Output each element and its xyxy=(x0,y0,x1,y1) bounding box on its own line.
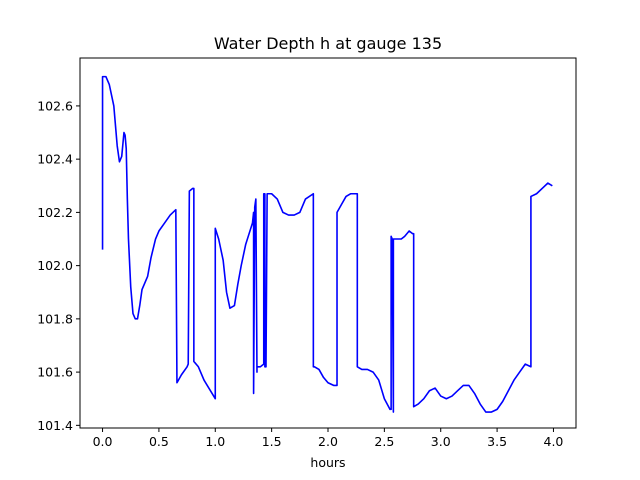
chart-title: Water Depth h at gauge 135 xyxy=(214,34,442,53)
y-tick-label: 101.4 xyxy=(37,418,73,433)
x-tick-label: 1.5 xyxy=(262,434,282,449)
y-tick-label: 102.6 xyxy=(37,98,73,113)
x-tick-label: 1.0 xyxy=(205,434,225,449)
x-tick-label: 4.0 xyxy=(544,434,564,449)
x-axis-label: hours xyxy=(310,455,345,470)
y-tick-label: 102.2 xyxy=(37,205,73,220)
y-tick-label: 101.6 xyxy=(37,365,73,380)
x-tick-label: 0.5 xyxy=(149,434,169,449)
x-tick-label: 3.5 xyxy=(487,434,507,449)
x-axis: 0.0 0.5 1.0 1.5 2.0 2.5 3.0 3.5 4.0 xyxy=(93,428,564,449)
x-tick-label: 2.0 xyxy=(318,434,338,449)
x-tick-label: 2.5 xyxy=(374,434,394,449)
y-tick-label: 102.0 xyxy=(37,258,73,273)
series-line-0 xyxy=(101,75,553,413)
x-tick-label: 0.0 xyxy=(93,434,113,449)
y-tick-label: 101.8 xyxy=(37,311,73,326)
x-tick-label: 3.0 xyxy=(431,434,451,449)
y-axis: 101.4 101.6 101.8 102.0 102.2 102.4 102.6 xyxy=(37,98,80,433)
plot-area xyxy=(101,75,553,413)
y-tick-label: 102.4 xyxy=(37,152,73,167)
